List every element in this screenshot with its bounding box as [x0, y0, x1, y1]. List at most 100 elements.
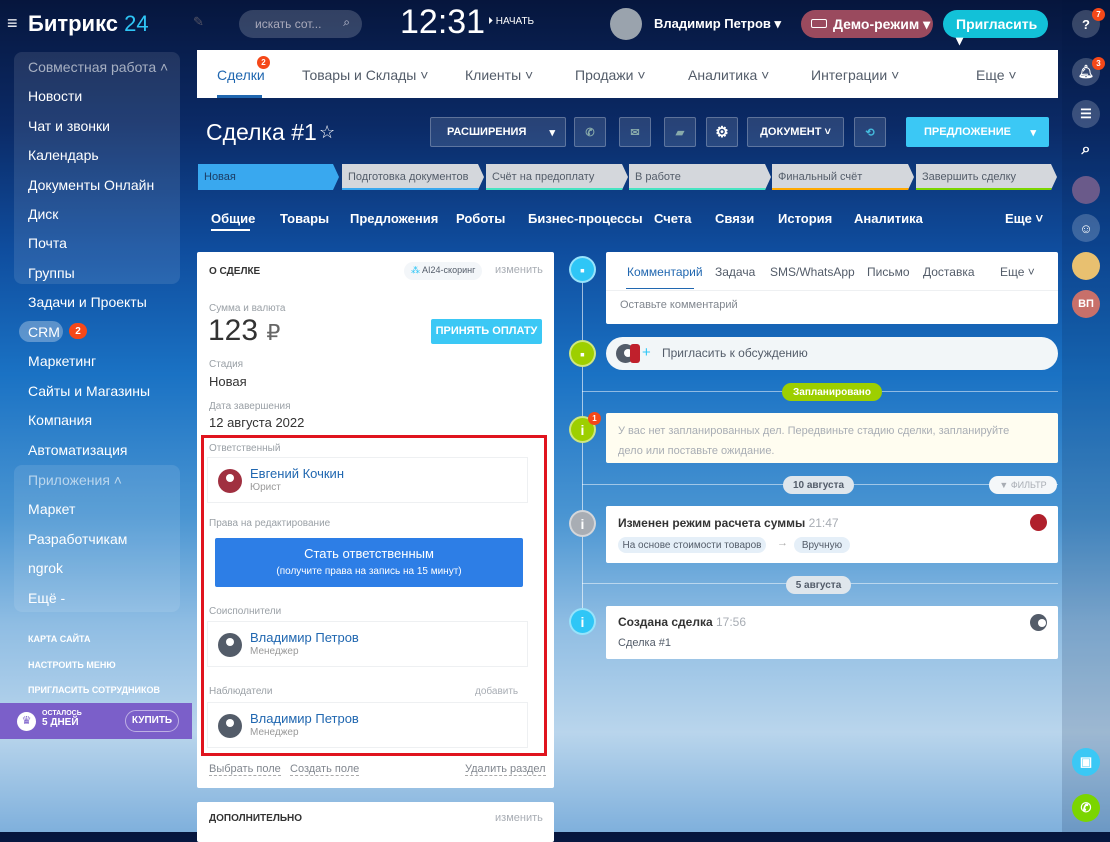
- nav-deals[interactable]: Сделки: [217, 67, 265, 83]
- editor-tab-delivery[interactable]: Доставка: [923, 265, 975, 279]
- phone-icon[interactable]: ✆: [1072, 794, 1100, 822]
- proposal-button[interactable]: ПРЕДЛОЖЕНИЕ ▾: [906, 117, 1049, 147]
- comment-input[interactable]: Оставьте комментарий: [620, 299, 738, 311]
- invite-discussion-input[interactable]: + Пригласить к обсуждению: [606, 337, 1058, 370]
- initials-avatar[interactable]: ВП: [1072, 290, 1100, 318]
- search-input[interactable]: искать сот... ⌕: [239, 10, 362, 38]
- delete-section-link[interactable]: Удалить раздел: [465, 763, 546, 776]
- search-icon[interactable]: ⌕: [1081, 141, 1091, 158]
- tab-products[interactable]: Товары: [280, 211, 330, 226]
- tab-bizproc[interactable]: Бизнес-процессы: [528, 211, 643, 226]
- ai-scoring-button[interactable]: ⁂ AI24-скоринг: [404, 262, 483, 280]
- sidebar-item[interactable]: Автоматизация: [28, 442, 128, 458]
- editor-tab-email[interactable]: Письмо: [867, 265, 910, 279]
- sidebar-item[interactable]: Маркет: [28, 501, 76, 517]
- nav-integrations[interactable]: Интеграции ˅: [811, 67, 900, 83]
- tab-proposals[interactable]: Предложения: [350, 211, 439, 226]
- stage-docs[interactable]: Подготовка документов: [342, 164, 484, 190]
- stage-close[interactable]: Завершить сделку: [916, 164, 1057, 190]
- sidebar-group-apps-toggle[interactable]: Приложения ˄: [28, 472, 122, 488]
- info-icon: i: [569, 608, 596, 635]
- tab-analytics[interactable]: Аналитика: [854, 211, 923, 226]
- sidebar-item[interactable]: Ещё -: [28, 590, 66, 606]
- chat-button[interactable]: ▰: [664, 117, 696, 147]
- nav-clients[interactable]: Клиенты ˅: [465, 67, 534, 83]
- sidebar-item[interactable]: Задачи и Проекты: [28, 294, 147, 310]
- user-menu[interactable]: Владимир Петров ▾: [654, 16, 782, 31]
- tab-history[interactable]: История: [778, 211, 833, 226]
- messenger-icon[interactable]: ☰: [1072, 100, 1100, 128]
- start-workday-button[interactable]: ⏵ НАЧАТЬ: [488, 16, 534, 27]
- settings-button[interactable]: ⚙: [706, 117, 738, 147]
- invite-button[interactable]: Пригласить ▾: [943, 10, 1048, 48]
- accept-payment-button[interactable]: ПРИНЯТЬ ОПЛАТУ: [431, 319, 542, 344]
- sidebar-item[interactable]: Документы Онлайн: [28, 177, 155, 193]
- sidebar-item-crm[interactable]: CRM: [19, 321, 63, 342]
- filter-button[interactable]: ▼ ФИЛЬТР: [989, 476, 1057, 494]
- configure-menu-link[interactable]: НАСТРОИТЬ МЕНЮ: [28, 660, 116, 670]
- sitemap-link[interactable]: КАРТА САЙТА: [28, 634, 91, 644]
- sync-button[interactable]: ⟲: [854, 117, 886, 147]
- extensions-button[interactable]: РАСШИРЕНИЯ ▾: [430, 117, 566, 147]
- user-avatar[interactable]: [610, 8, 642, 40]
- tab-links[interactable]: Связи: [715, 211, 755, 226]
- sidebar-item[interactable]: Маркетинг: [28, 353, 97, 369]
- buy-button[interactable]: КУПИТЬ: [125, 710, 179, 732]
- logo[interactable]: Битрикс 24: [28, 11, 149, 37]
- demo-mode-button[interactable]: Демо-режим ▾: [801, 10, 933, 38]
- stage-final-invoice[interactable]: Финальный счёт: [772, 164, 914, 190]
- person-name[interactable]: Владимир Петров: [250, 711, 359, 726]
- become-responsible-button[interactable]: Стать ответственным (получите права на за…: [215, 538, 523, 587]
- stage-prepay[interactable]: Счёт на предоплату: [486, 164, 628, 190]
- menu-icon[interactable]: ≡: [7, 13, 18, 33]
- coexecutor-person[interactable]: Владимир Петров Менеджер: [207, 621, 528, 667]
- add-observer-link[interactable]: добавить: [475, 686, 519, 697]
- email-button[interactable]: ✉: [619, 117, 651, 147]
- contact-avatar[interactable]: [1072, 252, 1100, 280]
- timeline-event: Изменен режим расчета суммы 21:47 На осн…: [606, 506, 1058, 563]
- editor-tab-task[interactable]: Задача: [715, 265, 756, 279]
- screen-icon[interactable]: ▣: [1072, 748, 1100, 776]
- person-name[interactable]: Владимир Петров: [250, 630, 359, 645]
- tab-general[interactable]: Общие: [211, 211, 256, 226]
- edit-link[interactable]: изменить: [495, 812, 543, 824]
- group-chat-icon[interactable]: ☺: [1072, 214, 1100, 242]
- observer-person[interactable]: Владимир Петров Менеджер: [207, 702, 528, 748]
- editor-tab-sms[interactable]: SMS/WhatsApp: [770, 265, 855, 279]
- nav-analytics[interactable]: Аналитика ˅: [688, 67, 770, 83]
- sidebar-item[interactable]: Почта: [28, 235, 67, 251]
- nav-products[interactable]: Товары и Склады ˅: [302, 67, 429, 83]
- invite-staff-link[interactable]: ПРИГЛАСИТЬ СОТРУДНИКОВ: [28, 685, 161, 695]
- sidebar-item[interactable]: Чат и звонки: [28, 118, 110, 134]
- sidebar-item[interactable]: Календарь: [28, 147, 99, 163]
- editor-tab-comment[interactable]: Комментарий: [627, 265, 703, 279]
- choose-field-link[interactable]: Выбрать поле: [209, 763, 281, 776]
- sidebar-item[interactable]: Группы: [28, 265, 75, 281]
- tab-more[interactable]: Еще ˅: [1005, 211, 1044, 226]
- tab-invoices[interactable]: Счета: [654, 211, 692, 226]
- sidebar-item[interactable]: Сайты и Магазины: [28, 383, 151, 399]
- user-avatar-rail[interactable]: [1072, 176, 1100, 204]
- sidebar-item[interactable]: Новости: [28, 88, 83, 104]
- document-button[interactable]: ДОКУМЕНТ ˅: [747, 117, 844, 147]
- edit-link[interactable]: изменить: [495, 264, 543, 276]
- sidebar-group-collab-toggle[interactable]: Совместная работа ˄: [28, 59, 169, 75]
- nav-more[interactable]: Еще ˅: [976, 67, 1017, 83]
- sidebar-item[interactable]: Разработчикам: [28, 531, 128, 547]
- nav-sales[interactable]: Продажи ˅: [575, 67, 646, 83]
- editor-tab-more[interactable]: Еще ˅: [1000, 265, 1035, 279]
- pencil-icon[interactable]: ✎: [193, 14, 204, 29]
- tab-robots[interactable]: Роботы: [456, 211, 506, 226]
- date-badge: 10 августа: [783, 476, 854, 494]
- sidebar-item[interactable]: Компания: [28, 412, 93, 428]
- stage-new[interactable]: Новая: [198, 164, 339, 190]
- star-icon[interactable]: ☆: [319, 122, 336, 142]
- nav-label: Товары и Склады: [302, 67, 417, 83]
- responsible-person[interactable]: Евгений Кочкин Юрист: [207, 457, 528, 503]
- person-name[interactable]: Евгений Кочкин: [250, 466, 344, 481]
- stage-in-work[interactable]: В работе: [629, 164, 771, 190]
- sidebar-item[interactable]: ngrok: [28, 560, 64, 576]
- sidebar-item[interactable]: Диск: [28, 206, 59, 222]
- create-field-link[interactable]: Создать поле: [290, 763, 360, 776]
- call-button[interactable]: ✆: [574, 117, 606, 147]
